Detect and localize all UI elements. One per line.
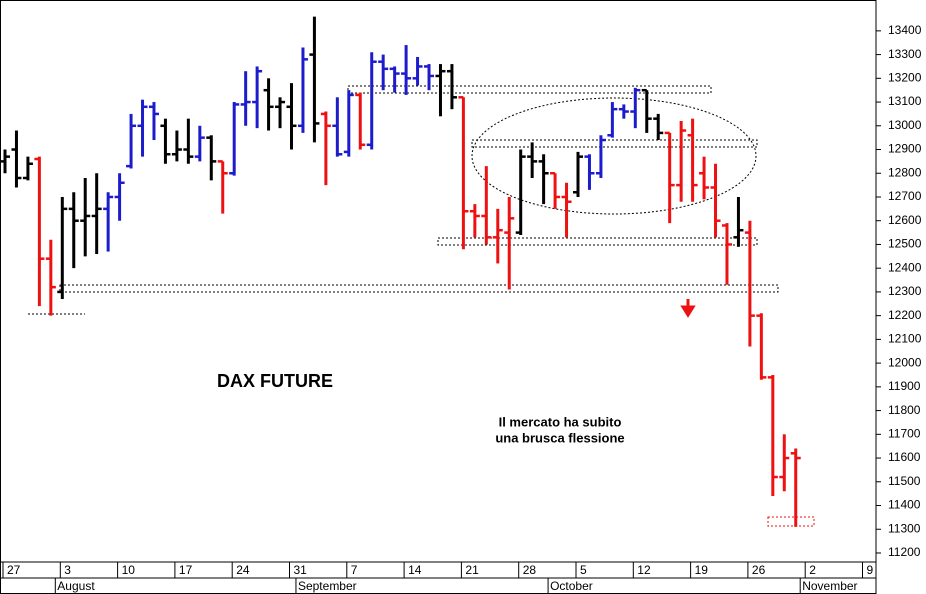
x-tick-label: 9 [867,563,874,577]
chart-title: DAX FUTURE [217,371,333,391]
y-tick-label: 11200 [888,545,921,559]
y-tick-label: 12400 [888,260,922,274]
y-tick-label: 13100 [888,94,922,108]
x-tick-label: 21 [465,563,479,577]
x-tick-label: 10 [122,563,136,577]
y-tick-label: 13300 [888,47,922,61]
y-tick-label: 11300 [888,521,921,535]
target-zone [767,516,815,527]
support-zone [437,237,758,246]
x-tick-label: 31 [294,563,308,577]
month-label: August [57,579,95,593]
x-tick-label: 12 [637,563,651,577]
frame [0,0,877,594]
month-label: November [802,579,857,593]
support-zone [59,284,779,293]
y-tick-label: 12700 [888,189,922,203]
x-tick-label: 2 [809,563,816,577]
y-tick-label: 12800 [888,165,922,179]
x-tick-label: 19 [695,563,709,577]
y-tick-label: 12000 [888,355,922,369]
resistance-zone [471,139,758,148]
annotation: una brusca flessione [495,430,624,445]
annotation: Il mercato ha subito [499,414,622,429]
x-tick-label: 28 [523,563,537,577]
y-tick-label: 12200 [888,308,922,322]
resistance-zone [347,85,712,94]
y-tick-label: 12900 [888,142,922,156]
y-tick-label: 11900 [888,379,921,393]
y-tick-label: 11600 [888,450,921,464]
x-tick-label: 7 [351,563,358,577]
y-tick-label: 11400 [888,498,921,512]
y-tick-label: 11500 [888,474,921,488]
x-tick-label: 26 [752,563,766,577]
y-tick-label: 13000 [888,118,922,132]
y-tick-label: 11700 [888,426,921,440]
y-tick-label: 12600 [888,213,922,227]
y-tick-label: 12300 [888,284,922,298]
down-arrow [680,299,696,318]
y-tick-label: 11800 [888,403,921,417]
x-tick-label: 17 [179,563,193,577]
x-tick-label: 5 [580,563,587,577]
x-tick-label: 14 [408,563,422,577]
x-tick-label: 24 [236,563,250,577]
x-tick-label: 27 [7,563,21,577]
pattern-ellipse [471,97,757,215]
y-tick-label: 12100 [888,332,922,346]
month-label: September [298,579,357,593]
y-tick-label: 12500 [888,237,922,251]
month-label: October [550,579,593,593]
y-tick-label: 13400 [888,23,922,37]
x-tick-label: 3 [64,563,71,577]
y-tick-label: 13200 [888,70,922,84]
